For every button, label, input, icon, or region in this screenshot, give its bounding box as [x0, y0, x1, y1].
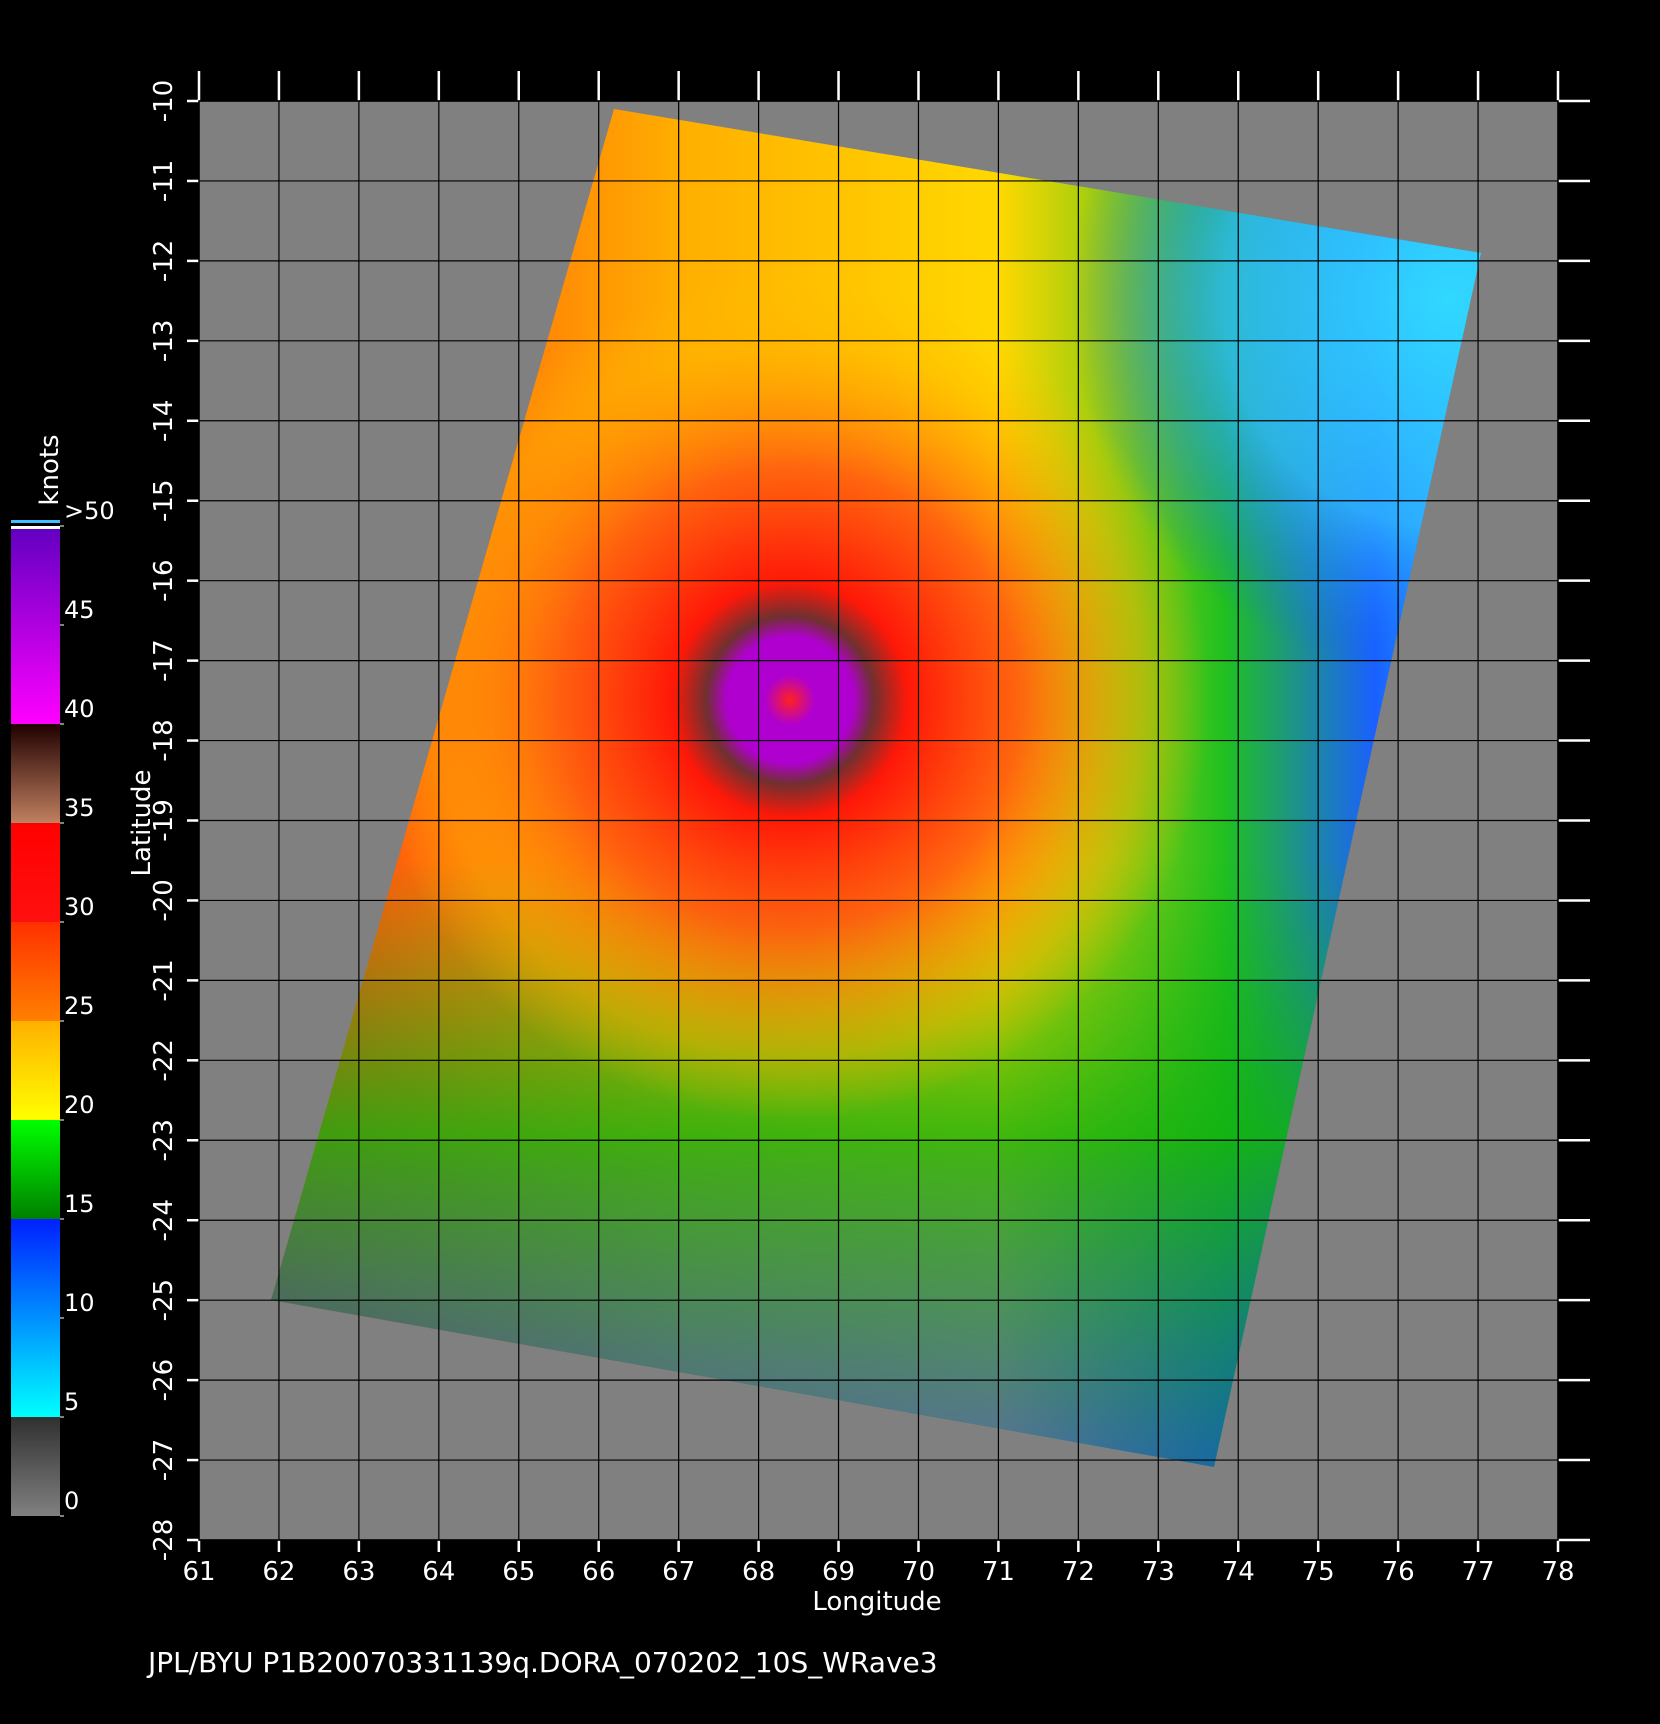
y-tick-label: -23	[149, 1119, 179, 1161]
y-tick-label: -14	[149, 400, 179, 442]
colorbar-tick-label: 20	[64, 1091, 95, 1119]
x-axis-label: Longitude	[812, 1587, 941, 1617]
footer: JPL/BYU P1B20070331139q.DORA_070202_10S_…	[146, 1646, 938, 1679]
colorbar-tick-label: 40	[64, 695, 95, 723]
colorbar-tick-label: 45	[64, 596, 95, 624]
y-tick-label: -16	[149, 559, 179, 601]
y-tick-label: -28	[149, 1519, 179, 1561]
y-tick-label: -22	[149, 1039, 179, 1081]
x-tick-label: 68	[742, 1557, 775, 1587]
wind-swath	[271, 109, 1481, 1467]
y-tick-label: -21	[149, 959, 179, 1001]
y-tick-label: -10	[149, 80, 179, 122]
x-tick-label: 67	[662, 1557, 695, 1587]
y-tick-label: -11	[149, 160, 179, 202]
x-tick-label: 66	[582, 1557, 615, 1587]
colorbar-cap	[11, 520, 60, 523]
x-tick-label: 76	[1382, 1557, 1415, 1587]
colorbar	[11, 526, 60, 1516]
colorbar-tick-label: 15	[64, 1190, 95, 1218]
y-tick-label: -13	[149, 320, 179, 362]
y-tick-label: -15	[149, 479, 179, 521]
x-tick-label: 78	[1541, 1557, 1574, 1587]
x-tick-label: 75	[1302, 1557, 1335, 1587]
y-tick-label: -18	[149, 719, 179, 761]
colorbar-tick-label: 30	[64, 893, 95, 921]
x-tick-label: 64	[422, 1557, 455, 1587]
x-tick-label: 61	[182, 1557, 215, 1587]
x-tick-label: 77	[1462, 1557, 1495, 1587]
colorbar-tick-label: 0	[64, 1487, 79, 1515]
colorbar-cap	[11, 526, 60, 529]
y-tick-label: -12	[149, 240, 179, 282]
colorbar-tick-label: 5	[64, 1388, 79, 1416]
x-tick-label: 73	[1142, 1557, 1175, 1587]
colorbar-tick-label: 25	[64, 992, 95, 1020]
y-tick-label: -24	[149, 1199, 179, 1241]
x-tick-label: 71	[982, 1557, 1015, 1587]
y-tick-label: -20	[149, 879, 179, 921]
x-tick-label: 72	[1062, 1557, 1095, 1587]
x-tick-label: 63	[342, 1557, 375, 1587]
y-tick-label: -27	[149, 1439, 179, 1481]
colorbar-tick-label: 35	[64, 794, 95, 822]
y-axis-label: Latitude	[127, 769, 157, 876]
colorbar-tick-label: 10	[64, 1289, 95, 1317]
x-tick-label: 69	[822, 1557, 855, 1587]
map-frame	[198, 100, 1559, 1541]
y-tick-label: -25	[149, 1279, 179, 1321]
x-tick-label: 74	[1222, 1557, 1255, 1587]
x-tick-label: 65	[502, 1557, 535, 1587]
colorbar-tick-label: >50	[64, 497, 115, 525]
y-tick-label: -19	[149, 799, 179, 841]
y-tick-label: -26	[149, 1359, 179, 1401]
x-tick-label: 62	[262, 1557, 295, 1587]
x-tick-label: 70	[902, 1557, 935, 1587]
y-tick-label: -17	[149, 639, 179, 681]
colorbar-title: knots	[35, 434, 65, 505]
